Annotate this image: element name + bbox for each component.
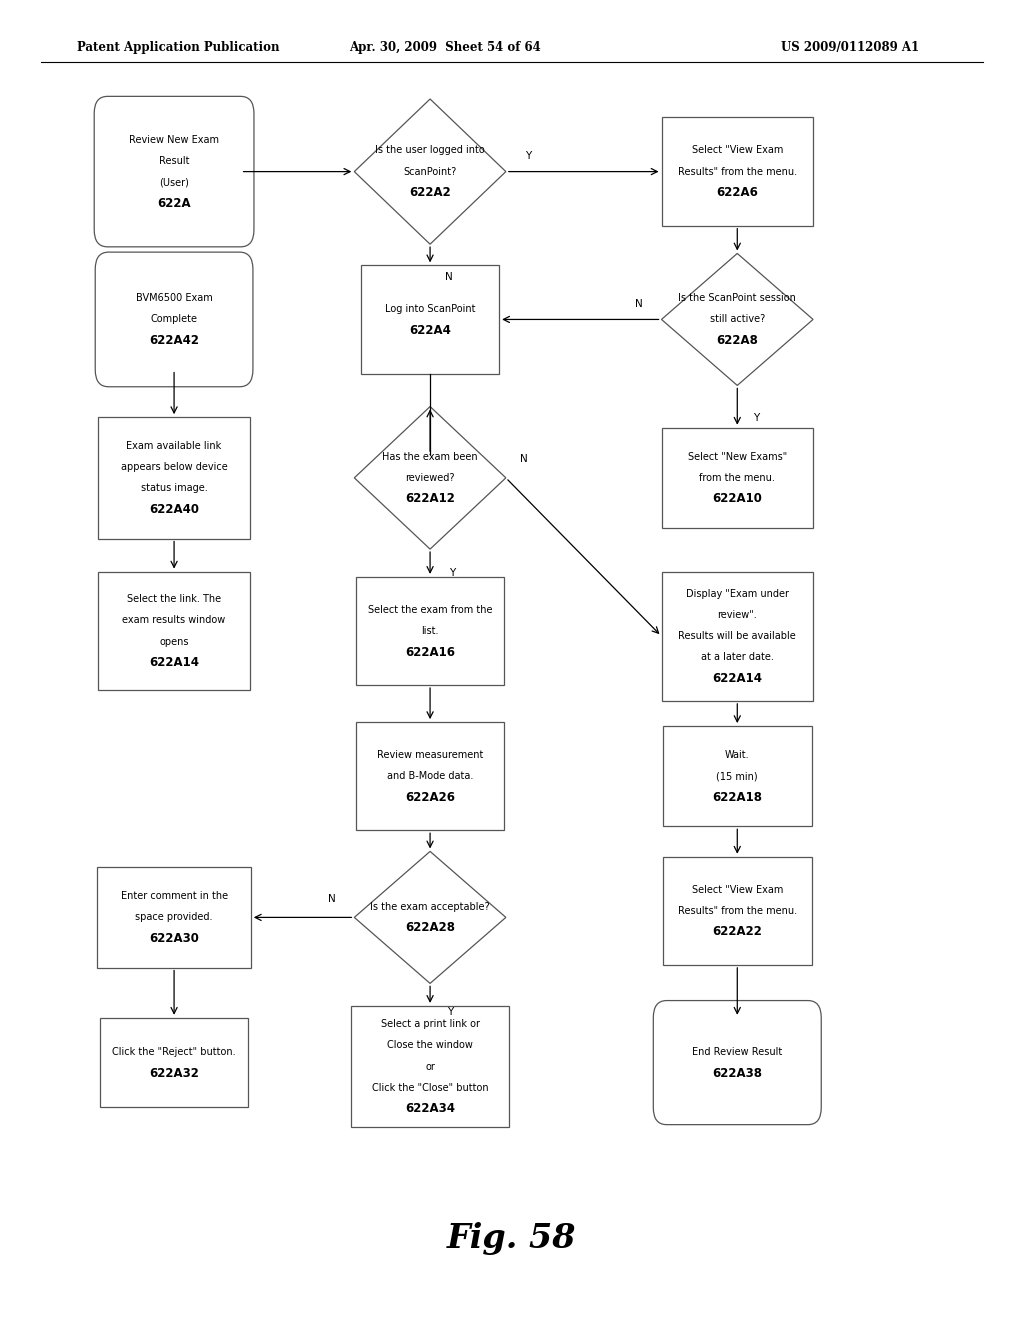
Bar [350, 1006, 509, 1127]
Text: N: N [444, 272, 453, 282]
Text: 622A30: 622A30 [150, 932, 199, 945]
Text: Select "New Exams": Select "New Exams" [688, 451, 786, 462]
Text: Is the ScanPoint session: Is the ScanPoint session [678, 293, 797, 304]
Text: Patent Application Publication: Patent Application Publication [77, 41, 280, 54]
Text: status image.: status image. [140, 483, 208, 494]
Text: 622A40: 622A40 [150, 503, 199, 516]
Bar [100, 1018, 248, 1107]
Text: 622A16: 622A16 [406, 645, 455, 659]
Text: and B-Mode data.: and B-Mode data. [387, 771, 473, 781]
Bar [662, 117, 813, 226]
Text: 622A14: 622A14 [150, 656, 199, 669]
Bar [664, 857, 811, 965]
Text: Enter comment in the: Enter comment in the [121, 891, 227, 902]
Text: Display "Exam under: Display "Exam under [686, 589, 788, 599]
FancyBboxPatch shape [94, 96, 254, 247]
Text: 622A2: 622A2 [410, 186, 451, 199]
Bar [98, 572, 250, 690]
Text: (User): (User) [159, 177, 189, 187]
Text: Is the exam acceptable?: Is the exam acceptable? [371, 902, 489, 912]
Text: Has the exam been: Has the exam been [382, 451, 478, 462]
Text: Select a print link or: Select a print link or [381, 1019, 479, 1030]
Bar [356, 577, 504, 685]
Text: Review New Exam: Review New Exam [129, 135, 219, 145]
Text: N: N [520, 454, 528, 465]
Text: Result: Result [159, 156, 189, 166]
Text: Log into ScanPoint: Log into ScanPoint [385, 304, 475, 314]
Text: Y: Y [753, 413, 759, 424]
Text: 622A: 622A [158, 197, 190, 210]
Text: Results" from the menu.: Results" from the menu. [678, 166, 797, 177]
Text: 622A28: 622A28 [406, 921, 455, 935]
Text: 622A42: 622A42 [150, 334, 199, 347]
Bar [97, 867, 251, 968]
Text: 622A22: 622A22 [713, 925, 762, 939]
Text: space provided.: space provided. [135, 912, 213, 923]
Text: ScanPoint?: ScanPoint? [403, 166, 457, 177]
Text: Results will be available: Results will be available [679, 631, 796, 642]
Text: Click the "Close" button: Click the "Close" button [372, 1082, 488, 1093]
Text: or: or [425, 1061, 435, 1072]
Text: 622A14: 622A14 [713, 672, 762, 685]
Text: Close the window: Close the window [387, 1040, 473, 1051]
Text: reviewed?: reviewed? [406, 473, 455, 483]
Bar [98, 417, 250, 539]
Text: 622A6: 622A6 [717, 186, 758, 199]
Text: Select "View Exam: Select "View Exam [691, 884, 783, 895]
Text: list.: list. [421, 626, 439, 636]
Text: appears below device: appears below device [121, 462, 227, 473]
FancyBboxPatch shape [95, 252, 253, 387]
Text: Is the user logged into: Is the user logged into [375, 145, 485, 156]
Text: Select "View Exam: Select "View Exam [691, 145, 783, 156]
Text: Select the link. The: Select the link. The [127, 594, 221, 605]
Text: Complete: Complete [151, 314, 198, 325]
Text: Apr. 30, 2009  Sheet 54 of 64: Apr. 30, 2009 Sheet 54 of 64 [349, 41, 542, 54]
FancyBboxPatch shape [653, 1001, 821, 1125]
Text: 622A18: 622A18 [713, 791, 762, 804]
Text: BVM6500 Exam: BVM6500 Exam [136, 293, 212, 304]
Polygon shape [354, 99, 506, 244]
Text: Select the exam from the: Select the exam from the [368, 605, 493, 615]
Text: 622A26: 622A26 [406, 791, 455, 804]
Polygon shape [354, 407, 506, 549]
Text: at a later date.: at a later date. [700, 652, 774, 663]
Text: Review measurement: Review measurement [377, 750, 483, 760]
Text: Wait.: Wait. [725, 750, 750, 760]
Bar [662, 428, 813, 528]
Text: N: N [328, 894, 336, 904]
Text: 622A10: 622A10 [713, 492, 762, 506]
Polygon shape [662, 253, 813, 385]
Bar [662, 572, 813, 701]
Text: exam results window: exam results window [123, 615, 225, 626]
Text: (15 min): (15 min) [717, 771, 758, 781]
Text: still active?: still active? [710, 314, 765, 325]
Text: Exam available link: Exam available link [126, 441, 222, 451]
Text: 622A32: 622A32 [150, 1067, 199, 1080]
Text: opens: opens [160, 636, 188, 647]
Text: Click the "Reject" button.: Click the "Reject" button. [113, 1047, 236, 1057]
Polygon shape [354, 851, 506, 983]
Text: 622A8: 622A8 [717, 334, 758, 347]
Text: Y: Y [525, 150, 531, 161]
Text: Fig. 58: Fig. 58 [447, 1222, 577, 1254]
Text: Results" from the menu.: Results" from the menu. [678, 906, 797, 916]
Text: from the menu.: from the menu. [699, 473, 775, 483]
Text: N: N [635, 298, 643, 309]
Bar [664, 726, 811, 826]
Text: review".: review". [718, 610, 757, 620]
Text: 622A38: 622A38 [713, 1067, 762, 1080]
Bar [356, 722, 504, 830]
Text: US 2009/0112089 A1: US 2009/0112089 A1 [781, 41, 919, 54]
Text: 622A4: 622A4 [410, 323, 451, 337]
Text: Y: Y [450, 568, 456, 578]
Text: End Review Result: End Review Result [692, 1047, 782, 1057]
Text: Y: Y [447, 1007, 454, 1018]
Text: 622A12: 622A12 [406, 492, 455, 506]
Bar [360, 265, 500, 374]
Text: 622A34: 622A34 [406, 1102, 455, 1115]
